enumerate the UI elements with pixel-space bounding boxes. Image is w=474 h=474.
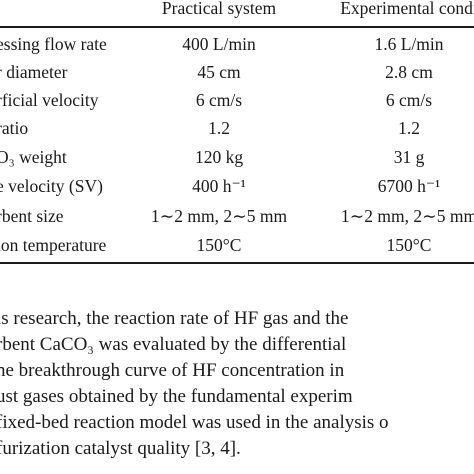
row-label: essing flow rate	[0, 34, 107, 54]
paragraph-line: rbent CaCO₃ was evaluated by the differe…	[0, 334, 347, 355]
table-row: e velocity (SV) 400 h⁻¹ 6700 h⁻¹	[0, 172, 474, 200]
row-label: r diameter	[0, 62, 68, 82]
table-bottom-rule	[0, 262, 474, 264]
table-row: essing flow rate 400 L/min 1.6 L/min	[0, 30, 474, 58]
row-practical-value: 45 cm	[197, 62, 241, 82]
row-label: O₃ weight	[0, 147, 67, 167]
row-label: rficial velocity	[0, 90, 99, 110]
row-practical-value: 6 cm/s	[195, 90, 243, 110]
row-experimental-value: 31 g	[393, 147, 425, 167]
row-label: rbent size	[0, 206, 64, 226]
row-experimental-value: 1.6 L/min	[374, 34, 444, 54]
row-experimental-value: 1∼2 mm, 2∼5 mm	[340, 206, 474, 226]
row-experimental-value: 6700 h⁻¹	[377, 176, 441, 196]
table-row: rficial velocity 6 cm/s 6 cm/s	[0, 86, 474, 114]
table-header-rule	[0, 26, 474, 28]
row-practical-value: 150°C	[196, 235, 242, 255]
table-row: ion temperature 150°C 150°C	[0, 231, 474, 259]
table-row: r diameter 45 cm 2.8 cm	[0, 58, 474, 86]
row-experimental-value: 2.8 cm	[385, 62, 433, 82]
header-experimental-condition: Experimental condi	[340, 0, 474, 18]
row-label: ion temperature	[0, 235, 107, 255]
table-row: ratio 1.2 1.2	[0, 114, 474, 142]
header-practical-system: Practical system	[161, 0, 277, 18]
row-practical-value: 1∼2 mm, 2∼5 mm	[150, 206, 288, 226]
row-experimental-value: 1.2	[398, 118, 420, 138]
row-practical-value: 120 kg	[194, 147, 244, 167]
row-label: e velocity (SV)	[0, 176, 103, 196]
row-practical-value: 400 h⁻¹	[192, 176, 246, 196]
table-row: rbent size 1∼2 mm, 2∼5 mm 1∼2 mm, 2∼5 mm	[0, 202, 474, 230]
row-experimental-value: 150°C	[386, 235, 432, 255]
paragraph-line: fixed-bed reaction model was used in the…	[0, 412, 389, 433]
paragraph-line: is research, the reaction rate of HF gas…	[0, 308, 349, 329]
row-practical-value: 1.2	[208, 118, 230, 138]
paragraph-line: ust gases obtained by the fundamental ex…	[0, 386, 353, 407]
table-header-row: Practical system Experimental condi	[0, 0, 474, 22]
paragraph-line: ne breakthrough curve of HF concentratio…	[0, 360, 345, 381]
row-experimental-value: 6 cm/s	[385, 90, 433, 110]
row-label: ratio	[0, 118, 29, 138]
paragraph-line: furization catalyst quality [3, 4].	[0, 438, 241, 459]
row-practical-value: 400 L/min	[182, 34, 256, 54]
table-row: O₃ weight 120 kg 31 g	[0, 143, 474, 171]
